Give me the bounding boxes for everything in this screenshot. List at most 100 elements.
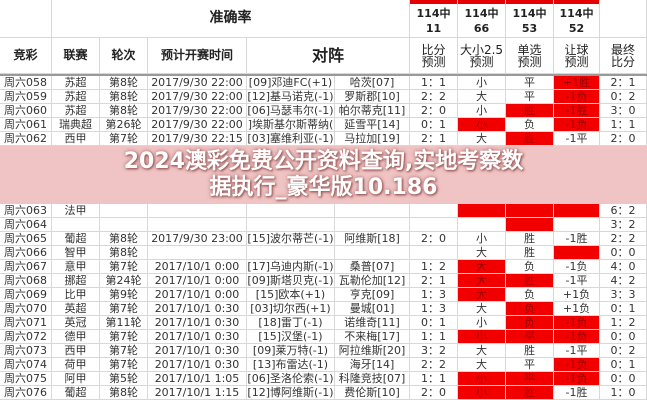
cell-ou [458,218,506,232]
cell-hcp: +1胜 [554,76,600,90]
cell-pick: 胜 [506,344,554,358]
cell-home: ]埃斯基尔斯蒂纳( [247,118,335,132]
cell-away: 马拉加[19] [335,132,410,146]
cell-league [52,218,100,232]
col-header-time: 预计开赛时间 [148,38,247,74]
cell-hcp: -1负 [554,118,600,132]
table-row[interactable]: 周六058 苏超 第8轮 2017/9/30 22:00 [09]邓迪FC(+1) 哈茨[… [0,76,647,90]
table-row[interactable]: 周六076 葡超 第8轮 2017/10/1 1:15 [12]博阿维斯(-1) 费伦斯[… [0,386,647,400]
cell-id: 周六061 [0,118,52,132]
cell-pick: 胜 [506,386,554,400]
cell-ou: 小 [458,118,506,132]
cell-pick: 平 [506,358,554,372]
cell-round: 第5轮 [100,372,148,386]
cell-time: 2017/9/30 22:00 [148,76,247,90]
col-header-prediction: 最终 比分 [600,38,647,74]
cell-hcp: +1负 [554,302,600,316]
cell-away: 哈茨[07] [335,76,410,90]
cell-round: 第9轮 [100,288,148,302]
table-row[interactable]: 周六059 苏超 第8轮 2017/9/30 22:00 [12]基马诺克(-1) 罗斯郡… [0,90,647,104]
table-row[interactable]: 周六075 阿甲 第5轮 2017/10/1 1:05 [06]圣洛伦索(-1) 科隆竞技… [0,372,647,386]
table-row[interactable]: 周六061 瑞典超 第26轮 2017/9/30 22:00]埃斯基尔斯蒂纳(延雪平[… [0,118,647,132]
cell-score: 2：0 [410,386,458,400]
cell-round: 第8轮 [100,76,148,90]
cell-time [148,218,247,232]
cell-away: 阿维斯[18] [335,232,410,246]
cell-league: 意甲 [52,260,100,274]
cell-league: 法甲 [52,204,100,218]
cell-round: 第7轮 [100,358,148,372]
cell-round: 第24轮 [100,274,148,288]
cell-score: 1：1 [410,330,458,344]
cell-id: 周六060 [0,104,52,118]
table-row[interactable]: 周六060 苏超 第8轮 2017/9/30 22:00 [06]马瑟韦尔(-1) 帕尔蒂… [0,104,647,118]
cell-time: 2017/9/30 23:00 [148,232,247,246]
cell-ou: 大 [458,358,506,372]
cell-hcp: -1负 [554,260,600,274]
cell-away: 海牙[14] [335,358,410,372]
table-row[interactable]: 周六064 3：2 [0,218,647,232]
table-row[interactable]: 周六068 挪超 第24轮 2017/10/1 0:00 [09]斯塔贝克(-1) 瓦勒伦… [0,274,647,288]
cell-id: 周六071 [0,316,52,330]
cell-round: 第7轮 [100,330,148,344]
cell-away: 阿拉维斯[20] [335,344,410,358]
cell-hcp: -1平 [554,274,600,288]
cell-score: 1：1 [410,76,458,90]
cell-home: [18]雷丁(-1) [247,316,335,330]
cell-final: 4：0 [600,260,647,274]
table-row[interactable]: 周六063 法甲 6：2 [0,204,647,218]
cell-home: [12]基马诺克(-1) [247,90,335,104]
col-header-prediction: 比分 预测 [410,38,458,74]
cell-pick [506,218,554,232]
cell-pick: 胜 [506,104,554,118]
cell-time [148,204,247,218]
cell-score: 2：1 [410,274,458,288]
table-row[interactable]: 周六070 英超 第7轮 2017/10/1 0:30 [03]切尔西(+1) 曼城[01… [0,302,647,316]
cell-home: [17]乌迪内斯(-1) [247,260,335,274]
cell-hcp: -1负 [554,90,600,104]
cell-id: 周六059 [0,90,52,104]
cell-score: 1：2 [410,260,458,274]
cell-score: 2：2 [410,90,458,104]
cell-id: 周六063 [0,204,52,218]
table-row[interactable]: 周六066 智甲 第8轮 大胜 0：0 [0,246,647,260]
table-row[interactable]: 周六067 意甲 第7轮 2017/10/1 0:00 [17]乌迪内斯(-1) 桑普[0… [0,260,647,274]
cell-league: 英冠 [52,316,100,330]
cell-hcp: -1平 [554,132,600,146]
table-row[interactable]: 周六062 西甲 第7轮 2017/9/30 22:15 [03]塞维利亚(-1) 马拉加… [0,132,647,146]
cell-time: 2017/10/1 0:30 [148,302,247,316]
cell-league: 智甲 [52,246,100,260]
cell-home: [09]莱万特(-1) [247,344,335,358]
cell-league: 比甲 [52,288,100,302]
overlay-title-line1: 2024澳彩免费公开资料查询,实地考察数 [123,149,524,174]
cell-time: 2017/10/1 0:30 [148,316,247,330]
cell-ou: 小 [458,386,506,400]
cell-score: 1：3 [410,288,458,302]
table-row[interactable]: 周六069 比甲 第9轮 2017/10/1 0:00 [15]欧本(+1) 亨克[09]… [0,288,647,302]
cell-id: 周六072 [0,330,52,344]
cell-time: 2017/10/1 0:30 [148,330,247,344]
table-row[interactable]: 周六072 德甲 第7轮 2017/10/1 0:30 [15]汉堡(-1) 不来梅[17… [0,330,647,344]
col-header-prediction: 单选 预测 [506,38,554,74]
cell-hcp: -1胜 [554,386,600,400]
table-row[interactable]: 周六065 葡超 第8轮 2017/9/30 23:00 [15]波尔蒂芒(-1) 阿维斯… [0,232,647,246]
cell-away: 曼城[01] [335,302,410,316]
cell-time: 2017/9/30 22:00 [148,118,247,132]
accuracy-title: 准确率 [52,0,410,38]
cell-home [247,218,335,232]
cell-id: 周六066 [0,246,52,260]
cell-hcp [554,246,600,260]
overlay-band [0,146,647,204]
cell-round [100,204,148,218]
table-row[interactable]: 周六074 荷甲 第7轮 2017/10/1 0:30 [13]布雷达(-1) 海牙[14… [0,358,647,372]
cell-final: 3：2 [600,218,647,232]
cell-time: 2017/10/1 1:15 [148,386,247,400]
table-row[interactable]: 周六073 西甲 第7轮 2017/10/1 0:30 [09]莱万特(-1) 阿拉维斯[… [0,344,647,358]
table-row[interactable]: 周六071 英冠 第11轮 2017/10/1 0:30 [18]雷丁(-1) 诺维奇[1… [0,316,647,330]
cell-league: 苏超 [52,76,100,90]
cell-final: 3：0 [600,104,647,118]
cell-id: 周六076 [0,386,52,400]
cell-away: 诺维奇[11] [335,316,410,330]
cell-id: 周六062 [0,132,52,146]
cell-score: 2：0 [410,104,458,118]
